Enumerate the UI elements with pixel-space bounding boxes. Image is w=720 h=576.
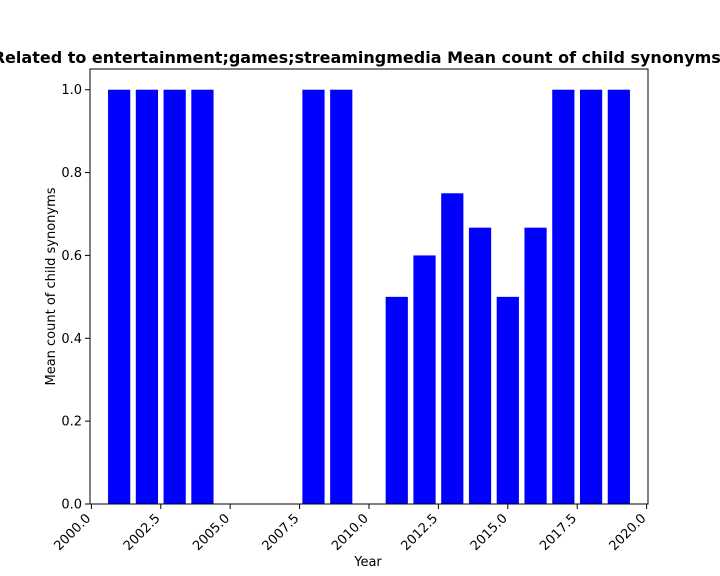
bar-2008 [302, 89, 325, 504]
x-tick-label: 2015.0 [468, 511, 511, 554]
x-tick-label: 2020.0 [607, 511, 650, 554]
x-tick-label: 2000.0 [51, 511, 94, 554]
bar-2012 [413, 255, 436, 504]
x-axis-ticks: 2000.0 2002.5 2005.0 2007.5 2010.0 2012.5 2015… [51, 504, 649, 554]
y-tick-label: 0.4 [61, 332, 82, 347]
bar-2002 [135, 89, 159, 504]
bars-group [108, 89, 630, 505]
bar-2017 [552, 89, 575, 504]
y-tick-label: 1.0 [61, 83, 82, 98]
y-tick-label: 0.0 [61, 498, 82, 513]
y-axis-ticks: 0.0 0.2 0.4 0.6 0.8 1.0 [61, 83, 90, 513]
bar-2015 [496, 296, 519, 504]
x-axis-label: Year [353, 555, 382, 570]
bar-2018 [579, 89, 603, 504]
x-tick-label: 2010.0 [329, 511, 372, 554]
bar-2014 [468, 227, 492, 504]
bar-2001 [108, 89, 131, 504]
bar-2016 [524, 227, 547, 504]
x-tick-label: 2017.5 [537, 511, 580, 554]
bar-2004 [191, 89, 214, 504]
y-tick-label: 0.6 [61, 249, 82, 264]
bar-2013 [441, 193, 464, 505]
y-tick-label: 0.2 [61, 415, 82, 430]
x-tick-label: 2002.5 [121, 511, 164, 554]
bar-2011 [385, 296, 408, 504]
bar-2003 [163, 89, 186, 504]
y-axis-label: Mean count of child synonyms [44, 187, 59, 385]
bar-2019 [607, 89, 630, 504]
y-tick-label: 0.8 [61, 166, 82, 181]
x-tick-label: 2005.0 [190, 511, 233, 554]
x-tick-label: 2007.5 [260, 511, 303, 554]
bar-2009 [330, 89, 353, 504]
chart-title: Related to entertainment;games;streaming… [0, 48, 720, 67]
x-tick-label: 2012.5 [398, 511, 441, 554]
